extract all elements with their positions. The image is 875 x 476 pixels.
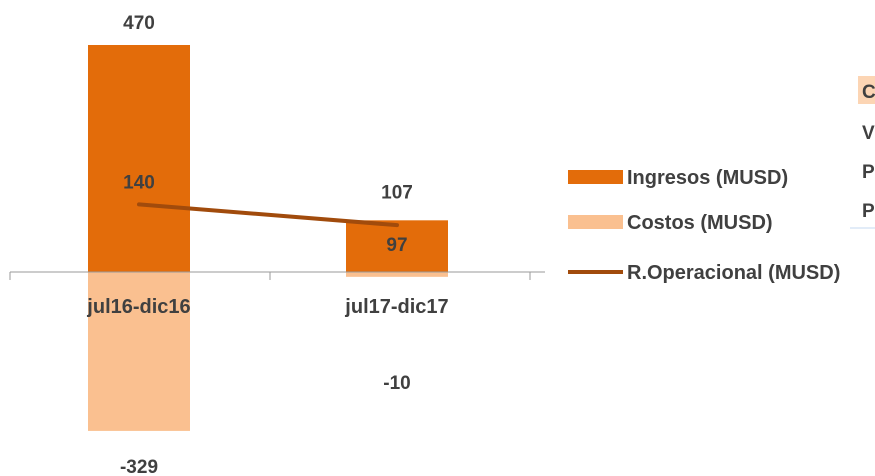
side-table-cell: V [862,123,875,144]
legend-label: Ingresos (MUSD) [627,167,788,189]
legend-label: Costos (MUSD) [627,212,773,234]
legend-swatch [568,170,623,184]
side-table-cell: P [862,162,875,183]
bar-costos [88,272,190,431]
legend-label: R.Operacional (MUSD) [627,262,840,284]
bar-ingresos [88,45,190,272]
side-table-header-bg [858,76,875,104]
bars-layer [88,45,448,431]
x-tick-label: jul17-dic17 [344,296,448,318]
labels-layer: 470 107 -329 -10 140 97 jul16-dic16 jul17-dic17 [86,13,448,476]
bar-costos [346,272,448,277]
data-label-costos: -329 [120,457,158,476]
legend-swatch [568,215,623,229]
side-table-cell: P [862,201,875,222]
data-label-costos: -10 [383,373,410,394]
bar-ingresos [346,220,448,272]
data-label-r-operacional: 140 [123,172,155,193]
side-table-cell: C [862,82,875,103]
data-label-ingresos: 470 [123,13,155,34]
legend: Ingresos (MUSD) Costos (MUSD) R.Operaciona… [568,167,840,284]
line-layer [137,202,399,228]
line-r-operacional [137,202,399,228]
data-label-r-operacional: 97 [386,235,407,256]
side-table: C V P P [850,76,875,229]
x-tick-label: jul16-dic16 [86,296,190,318]
data-label-ingresos: 107 [381,182,413,203]
